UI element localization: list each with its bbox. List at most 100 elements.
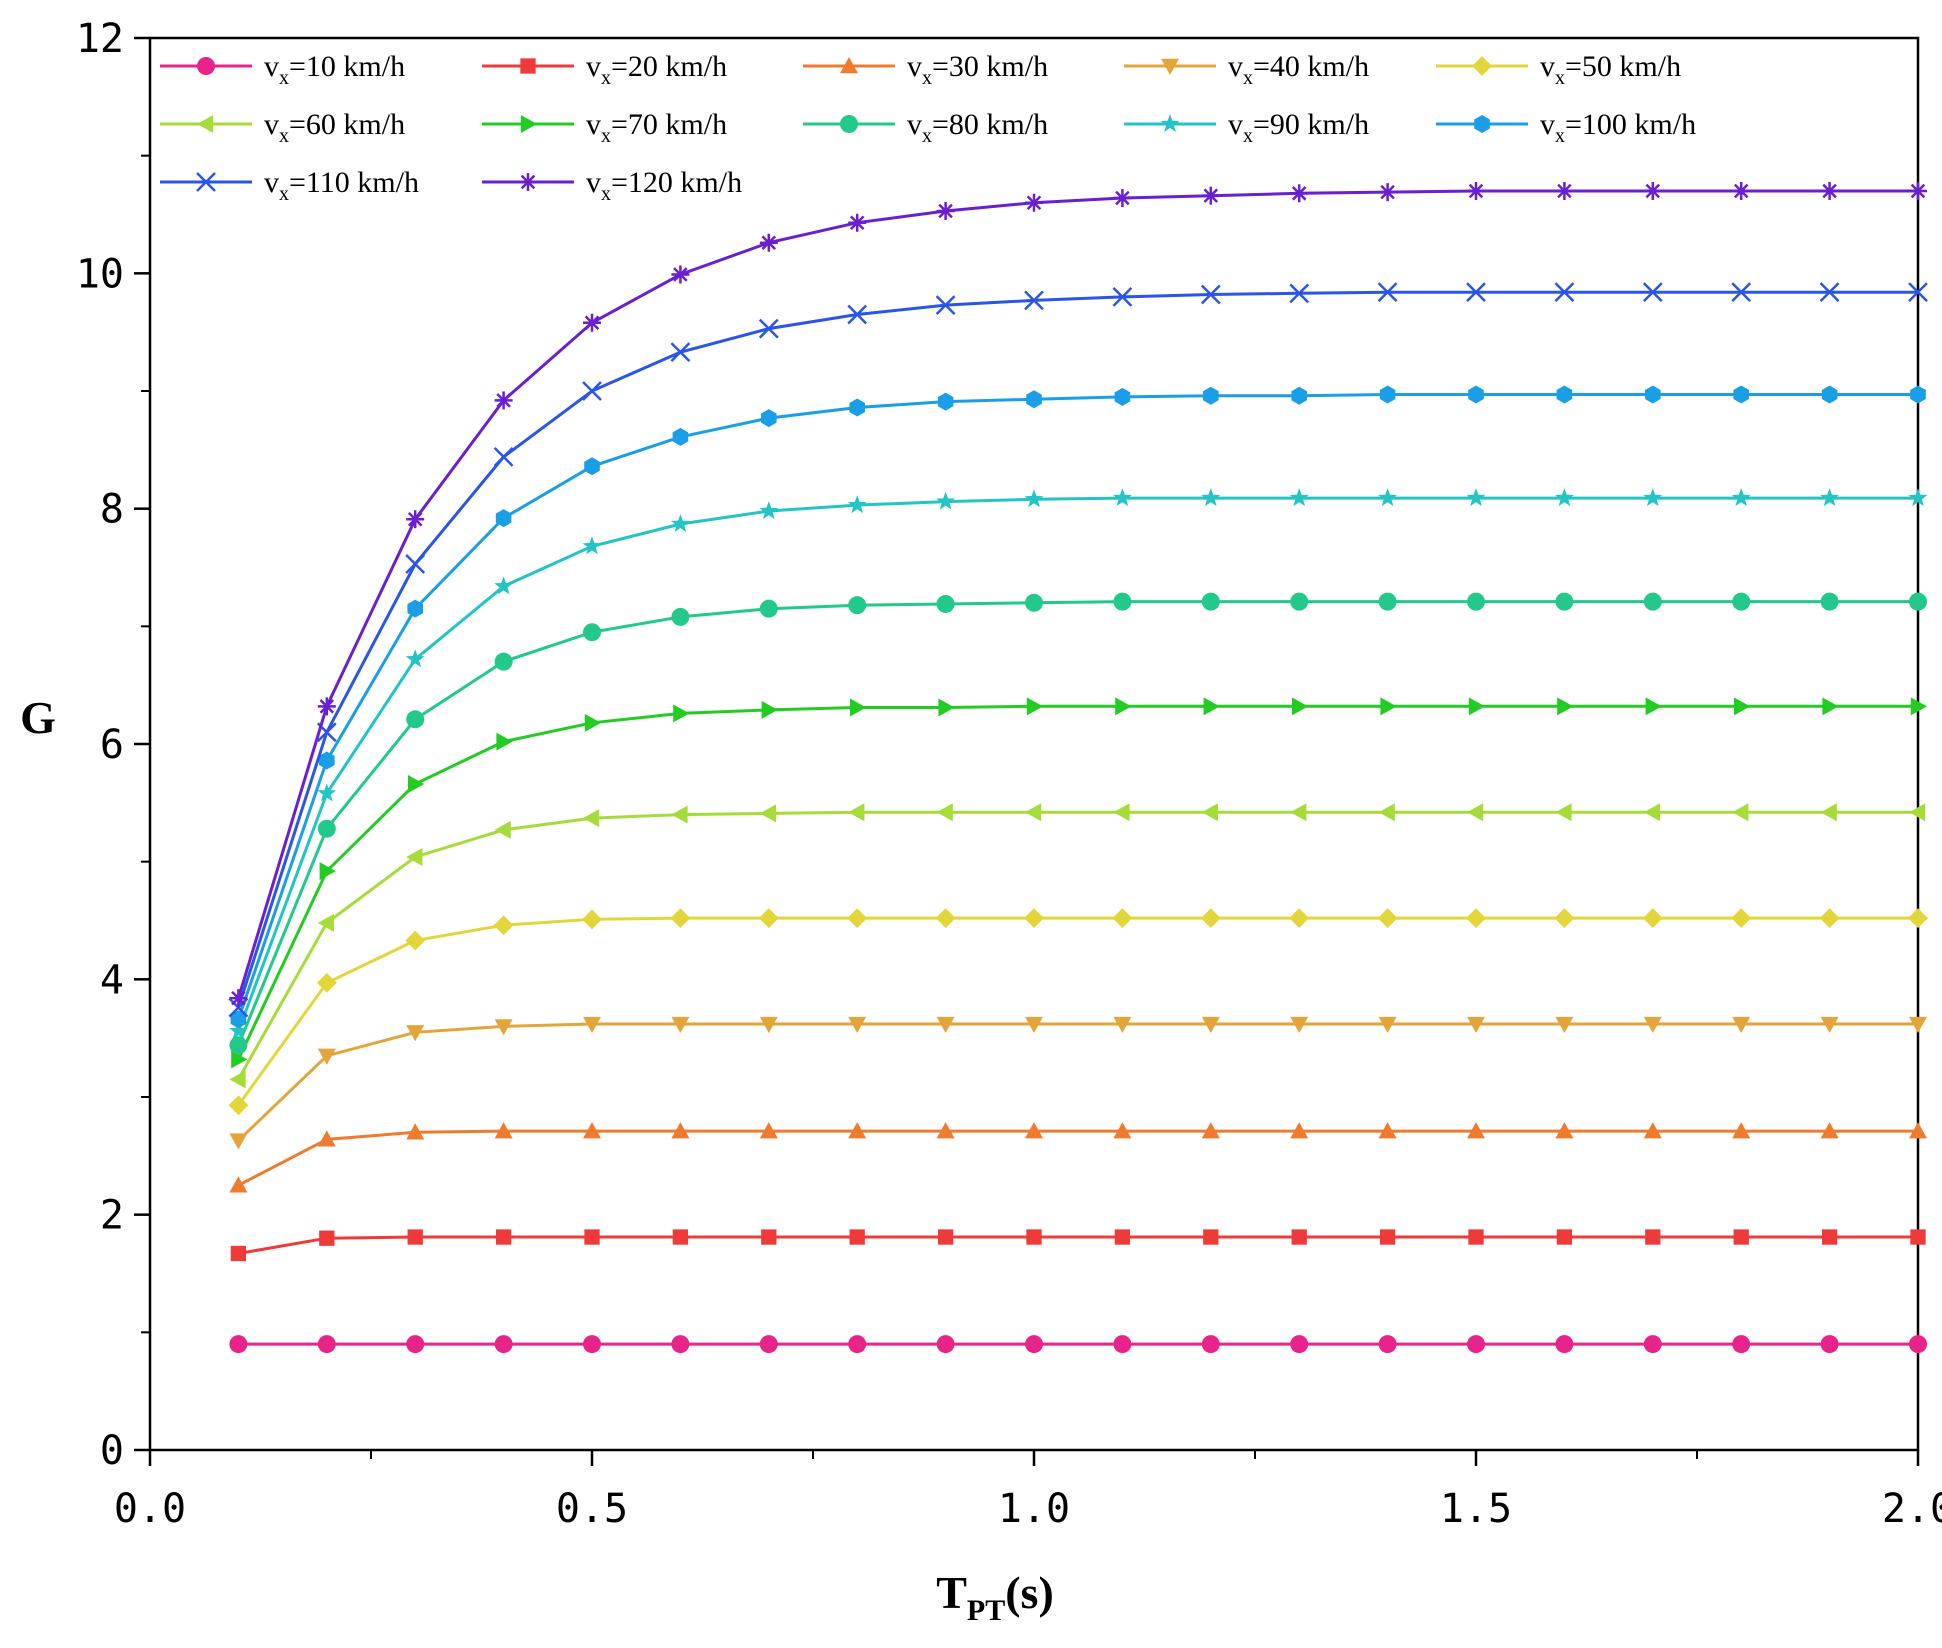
legend-label-suffix: =80 km/h [932, 108, 1048, 141]
data-point-triangle-up [1909, 1122, 1927, 1139]
data-point-x [758, 318, 779, 339]
data-point-diamond [1289, 908, 1310, 929]
series-line [238, 1235, 1918, 1255]
y-tick-label: 4 [100, 957, 124, 1003]
data-point-hexagon [1468, 385, 1484, 404]
data-point-triangle-right [1910, 697, 1927, 716]
y-tick-label: 10 [76, 251, 124, 297]
data-point-hexagon [849, 398, 865, 417]
data-point-diamond [1377, 908, 1398, 929]
data-point-triangle-down [1025, 1016, 1043, 1034]
data-point-triangle-left [1201, 803, 1218, 822]
series-7 [231, 697, 1927, 1069]
data-point-x [847, 304, 868, 325]
data-point-hexagon [1910, 385, 1926, 404]
data-point-triangle-right [938, 698, 955, 717]
y-tick-label: 8 [100, 487, 124, 533]
data-point-hexagon [761, 409, 777, 428]
series-9 [228, 488, 1928, 1040]
series-2 [230, 1229, 1926, 1262]
data-point-triangle-right [1203, 697, 1220, 716]
data-point-circle [1732, 1335, 1751, 1354]
data-point-asterisk [1643, 181, 1662, 200]
data-point-x [670, 342, 691, 363]
series-line [236, 189, 1918, 999]
legend-label: vx=30 km/h [907, 50, 1048, 89]
data-point-star [1378, 488, 1398, 507]
data-point-star [1643, 488, 1663, 507]
data-point-circle [1290, 592, 1309, 611]
data-point-hexagon [1114, 387, 1131, 406]
data-point-circle [583, 623, 601, 642]
data-point-circle [1555, 1335, 1574, 1354]
data-point-diamond [670, 908, 691, 929]
data-point-triangle-down [494, 1019, 513, 1036]
data-point-circle [848, 596, 867, 615]
data-point-diamond [228, 1095, 249, 1116]
data-point-x [1819, 282, 1840, 303]
data-point-circle [494, 1335, 513, 1354]
data-point-asterisk [1467, 181, 1485, 200]
data-point-triangle-left [406, 847, 423, 866]
data-point-square [849, 1229, 865, 1245]
data-point-triangle-up [583, 1122, 601, 1139]
data-point-star [582, 536, 602, 555]
data-point-triangle-left [671, 805, 688, 824]
y-tick-label: 12 [76, 16, 124, 62]
x-tick-label: 1.0 [998, 1486, 1070, 1532]
data-point-circle [840, 115, 858, 133]
data-point-square [761, 1229, 777, 1245]
data-point-triangle-right [673, 704, 690, 723]
legend-item: vx=70 km/h [482, 108, 727, 147]
data-point-triangle-down [317, 1048, 336, 1065]
data-point-circle [1113, 592, 1132, 611]
data-point-x [1377, 282, 1398, 303]
data-point-triangle-left [1732, 803, 1749, 822]
data-point-square [1645, 1229, 1661, 1245]
legend-label-suffix: =40 km/h [1253, 50, 1369, 83]
data-point-circle [1378, 592, 1397, 611]
legend-item: vx=20 km/h [482, 50, 727, 89]
data-point-asterisk [406, 510, 425, 529]
data-point-star [405, 649, 425, 668]
data-point-asterisk [759, 233, 778, 252]
y-tick-label: 6 [100, 722, 124, 768]
legend-label-sub: x [1555, 125, 1565, 147]
x-axis-title-main: T [936, 1567, 967, 1618]
data-point-hexagon [319, 751, 335, 770]
legend-label-suffix: =110 km/h [289, 166, 419, 199]
data-point-triangle-up [1290, 1122, 1309, 1139]
data-point-x [1112, 286, 1133, 307]
data-point-diamond [1554, 908, 1575, 929]
data-point-triangle-right [1645, 697, 1662, 716]
data-point-triangle-right [231, 1050, 248, 1069]
data-point-x [1908, 282, 1928, 303]
data-point-triangle-left [197, 115, 214, 133]
data-point-x [196, 172, 216, 192]
data-point-triangle-up [1643, 1122, 1662, 1139]
data-point-asterisk [1555, 181, 1574, 200]
data-point-hexagon [230, 1010, 247, 1029]
data-point-triangle-left [1643, 803, 1660, 822]
series-line [236, 290, 1918, 1009]
data-point-circle [317, 819, 336, 838]
data-point-triangle-left [936, 803, 953, 822]
series-line [237, 810, 1918, 1081]
data-point-circle [406, 1335, 425, 1354]
data-point-triangle-up [759, 1122, 778, 1139]
x-axis-title: TPT(s) [936, 1567, 1054, 1627]
x-axis-title-suffix: (s) [1005, 1567, 1054, 1618]
data-point-triangle-left [583, 809, 600, 828]
data-point-hexagon [1556, 385, 1573, 404]
data-point-circle [197, 57, 215, 75]
legend-label-main: v [907, 50, 922, 83]
data-point-triangle-up [936, 1122, 955, 1139]
series-line [236, 496, 1918, 1032]
data-point-triangle-down [1161, 58, 1179, 75]
legend-label-suffix: =20 km/h [611, 50, 727, 83]
data-point-circle [406, 710, 425, 729]
data-point-triangle-down [1555, 1016, 1574, 1034]
legend-label-main: v [264, 108, 279, 141]
data-point-square [1556, 1229, 1573, 1245]
data-point-star [317, 783, 337, 802]
